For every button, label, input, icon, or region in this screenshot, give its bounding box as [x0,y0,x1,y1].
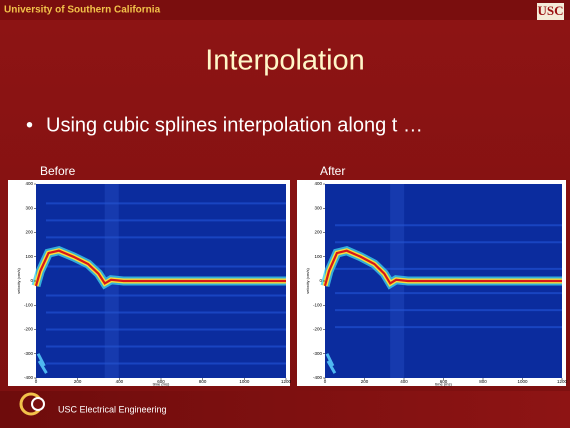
y-tick-label: -200 [313,327,323,332]
y-tick-label: 300 [25,205,33,210]
y-tick-label: -200 [24,327,34,332]
y-tick-label: -100 [24,302,34,307]
x-tick-label: 1200 [557,379,568,384]
slide: University of Southern California USC In… [0,0,570,428]
panel-label: After [320,164,345,178]
panel-label: Before [40,164,76,178]
x-axis-label: time (ms) [435,382,452,387]
footer-text: USC Electrical Engineering [58,404,167,414]
x-tick-label: 200 [361,379,369,384]
x-axis-label: time (ms) [153,382,170,387]
y-tick-label: 400 [25,181,33,186]
y-axis-label: velocity (cm/s) [16,268,21,294]
x-tick-label: 1200 [281,379,292,384]
x-tick-label: 200 [74,379,82,384]
x-tick-label: 800 [199,379,207,384]
y-axis-label: velocity (cm/s) [305,268,310,294]
university-name: University of Southern California [4,5,161,16]
y-tick-label: -100 [313,302,323,307]
y-tick-label: 200 [314,230,322,235]
usc-logo: USC [537,3,563,18]
page: University of Southern California USC In… [0,0,570,428]
x-tick-label: 1000 [239,379,250,384]
x-tick-label: 400 [116,379,124,384]
y-tick-label: -300 [313,351,323,356]
y-tick-label: 400 [314,181,322,186]
slide-title: Interpolation [205,45,365,77]
bullet-text: Using cubic splines interpolation along … [46,114,423,136]
x-tick-label: 1000 [517,379,528,384]
bullet-dot: • [26,114,33,136]
x-tick-label: 400 [400,379,408,384]
y-tick-label: 100 [25,254,33,259]
y-tick-label: 300 [314,205,322,210]
y-tick-label: -400 [313,375,323,380]
x-tick-label: 800 [479,379,487,384]
y-tick-label: 200 [25,230,33,235]
y-tick-label: 100 [314,254,322,259]
y-tick-label: -400 [24,375,34,380]
y-tick-label: -300 [24,351,34,356]
